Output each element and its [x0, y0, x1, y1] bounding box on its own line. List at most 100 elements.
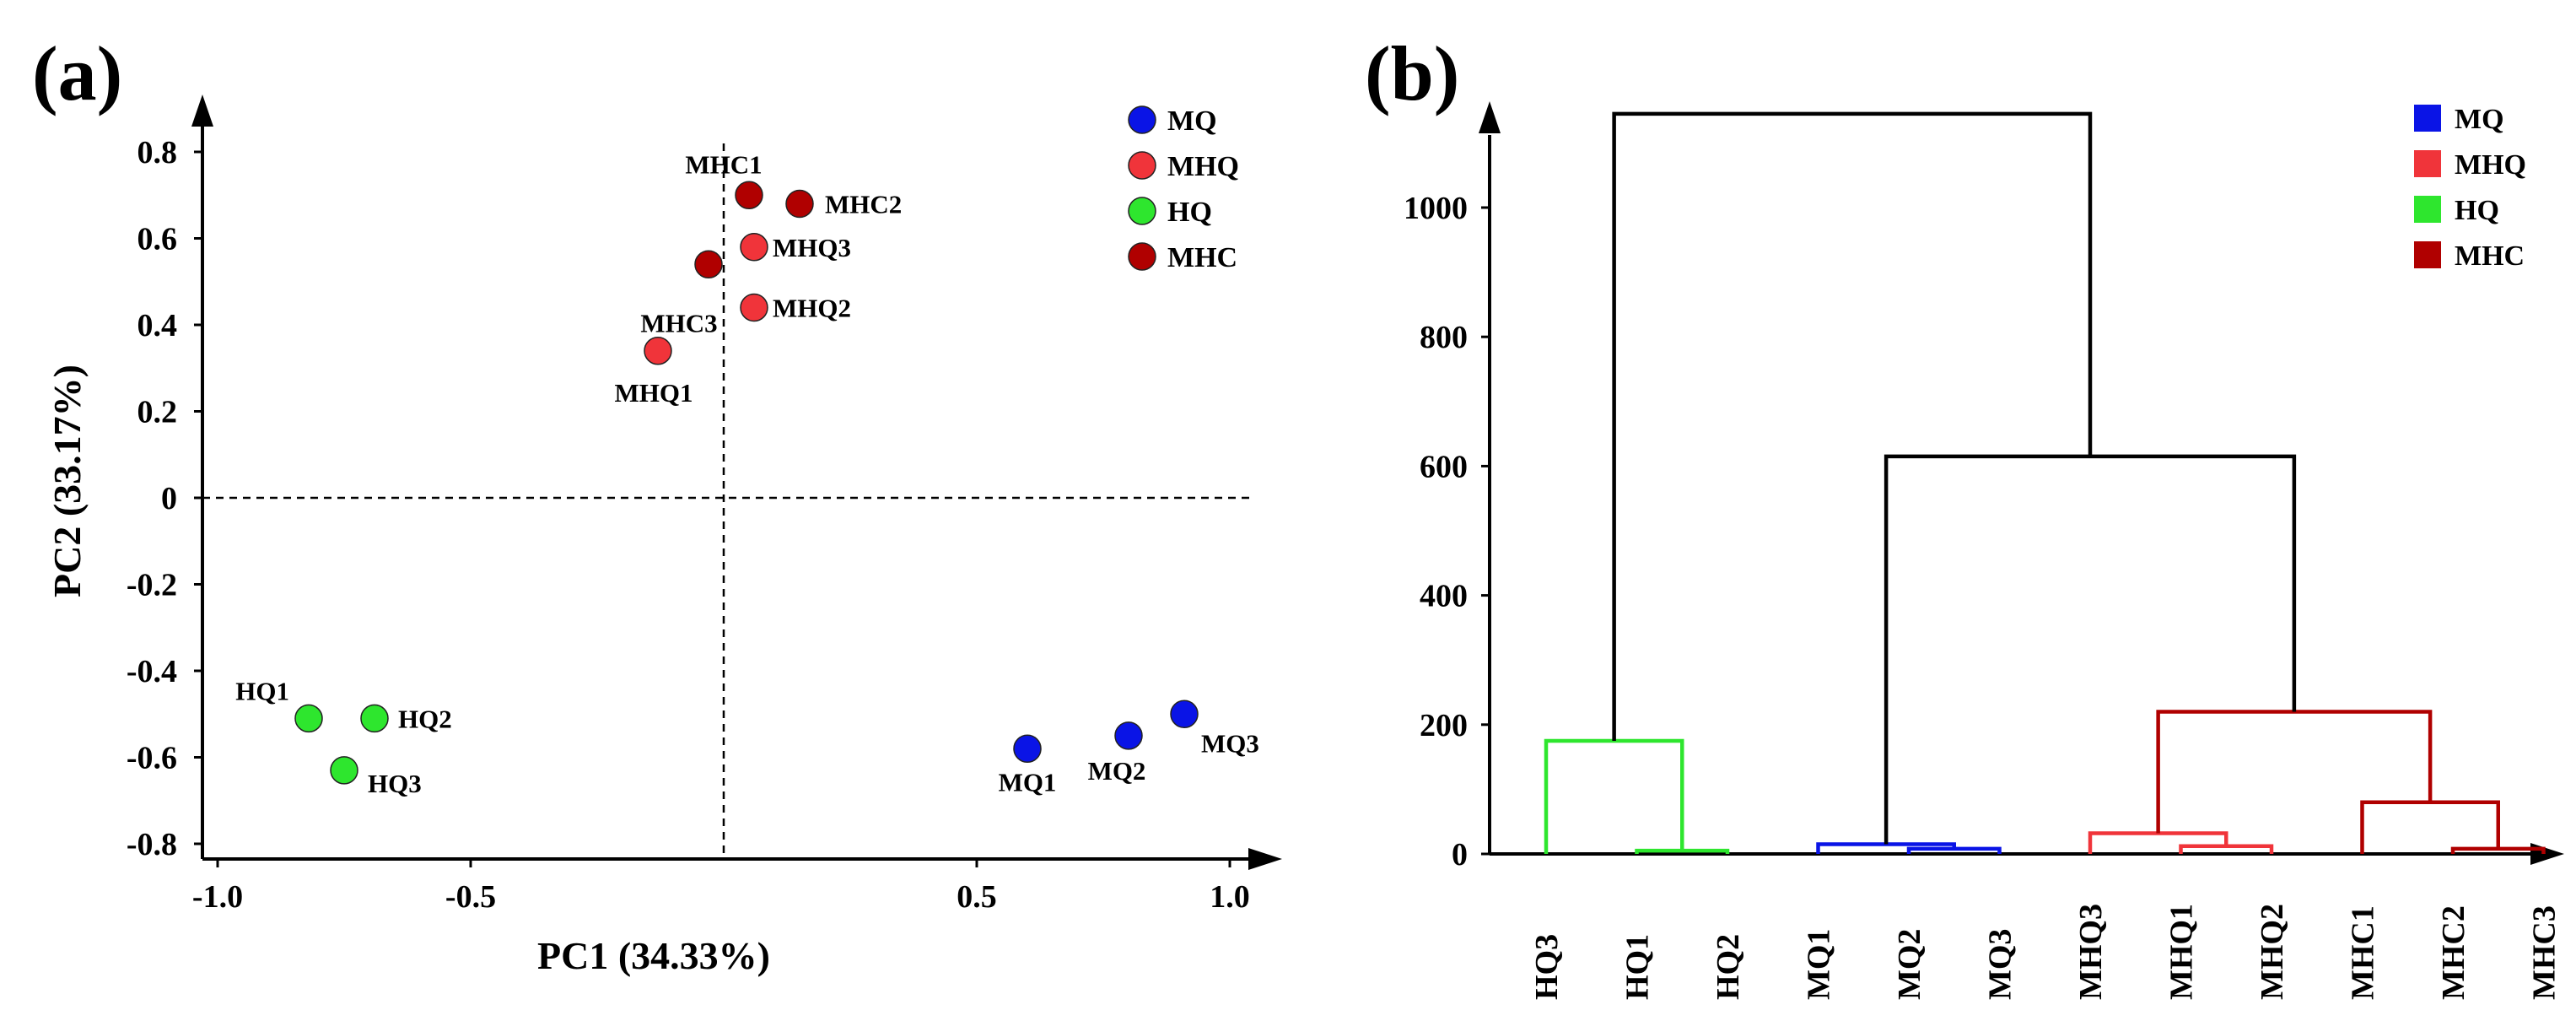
- dendrogram-leaf-label: HQ3: [1529, 934, 1565, 1000]
- pca-point-hq1: [294, 704, 323, 733]
- dendrogram-y-tick-label: 1000: [1404, 191, 1468, 226]
- pca-legend-label: MHC: [1167, 242, 1237, 273]
- pca-legend: MQ MHQ HQ MHC: [1128, 105, 1239, 273]
- pca-x-tick-label: 0.5: [957, 879, 997, 915]
- pca-legend-marker-mhc: [1128, 242, 1156, 271]
- pca-axes: [191, 95, 1282, 870]
- pca-y-axis-arrow: [191, 95, 213, 127]
- dendrogram-leaf-label: MHQ2: [2255, 904, 2290, 1000]
- pca-reference-lines: [202, 143, 1250, 859]
- dendrogram-chart: 0 200 400 600 800 1000 HQ3 HQ1 HQ2 MQ1 MQ2 MQ3 MHQ3…: [1404, 101, 2564, 1000]
- pca-point-mhq3: [740, 233, 768, 262]
- pca-legend-marker-hq: [1128, 197, 1156, 225]
- pca-point-label: MHQ1: [615, 378, 693, 408]
- pca-y-tick-label: 0: [161, 481, 177, 516]
- pca-legend-label: HQ: [1167, 197, 1212, 228]
- pca-x-axis-arrow: [1248, 848, 1282, 870]
- dendrogram-leaf-label: MHC1: [2346, 905, 2381, 1000]
- dendrogram-y-tick-label: 0: [1452, 837, 1468, 872]
- pca-x-axis-title: PC1 (34.33%): [537, 934, 770, 977]
- pca-point-mq2: [1114, 721, 1143, 750]
- pca-point-label: MHQ3: [773, 233, 851, 262]
- pca-point-label: MQ1: [999, 767, 1057, 797]
- pca-y-tick-label: 0.2: [137, 395, 178, 430]
- pca-y-tick-label: -0.6: [127, 741, 177, 776]
- dendrogram-legend-swatch-mhq: [2414, 150, 2441, 177]
- panel-b-label: (b): [1365, 30, 1459, 116]
- dendrogram-branch-5: [2179, 844, 2274, 854]
- dendrogram-legend-swatch-hq: [2414, 196, 2441, 223]
- pca-x-tick-label: -1.0: [192, 879, 243, 915]
- pca-point-label: MHQ2: [773, 294, 851, 323]
- dendrogram-y-tick-labels: 0 200 400 600 800 1000: [1404, 191, 1468, 872]
- dendrogram-legend-swatch-mq: [2414, 105, 2441, 132]
- dendrogram-y-axis-arrow: [1479, 101, 1501, 133]
- dendrogram-leaf-label: MQ2: [1892, 929, 1927, 1000]
- pca-point-mq1: [1013, 734, 1042, 763]
- dendrogram-legend-label: MQ: [2455, 104, 2504, 135]
- dendrogram-leaf-label: MHQ1: [2164, 904, 2200, 1000]
- dendrogram-y-tick-label: 800: [1420, 320, 1468, 355]
- dendrogram-legend-label: MHC: [2455, 240, 2525, 272]
- dendrogram-branch-6: [2088, 831, 2228, 854]
- pca-point-mhc2: [785, 189, 814, 219]
- dendrogram-y-tick-label: 400: [1420, 579, 1468, 614]
- dendrogram-legend: MQ MHQ HQ MHC: [2414, 104, 2526, 272]
- dendrogram-branch-8: [2360, 800, 2500, 854]
- pca-scatter-chart: -1.0 -0.5 0.5 1.0 0.8 0.6 0.4 0.2 0 -0.2 -0.4 -0.6…: [46, 95, 1282, 977]
- dendrogram-leaf-label: MHQ3: [2073, 904, 2109, 1000]
- pca-point-label: HQ1: [235, 676, 289, 705]
- dendrogram-legend-label: HQ: [2455, 195, 2499, 226]
- pca-y-tick-label: 0.8: [137, 135, 178, 170]
- dendrogram-branch-10: [1883, 454, 2297, 845]
- dendrogram-branch-9: [2156, 710, 2433, 834]
- pca-legend-label: MHQ: [1167, 151, 1239, 182]
- pca-point-hq3: [330, 756, 358, 785]
- dendrogram-legend-label: MHQ: [2455, 149, 2526, 181]
- dendrogram-branch-11: [1612, 111, 2093, 741]
- pca-x-tick-labels: -1.0 -0.5 0.5 1.0: [192, 879, 1250, 915]
- pca-point-label: MHC2: [825, 190, 902, 219]
- pca-point-mhc1: [735, 181, 763, 209]
- pca-point-mhc3: [694, 250, 723, 278]
- pca-point-label: MQ3: [1201, 728, 1259, 758]
- pca-point-label: HQ3: [368, 769, 422, 798]
- pca-x-tick-label: -0.5: [445, 879, 496, 915]
- dendrogram-leaf-label: MHC3: [2527, 905, 2563, 1000]
- pca-point-hq2: [360, 704, 389, 733]
- pca-y-tick-label: -0.2: [127, 568, 177, 603]
- dendrogram-branches: [1544, 111, 2546, 854]
- panel-a-label: (a): [32, 30, 122, 116]
- pca-point-label: MHC3: [640, 308, 717, 338]
- pca-y-tick-label: 0.4: [137, 308, 178, 343]
- pca-legend-marker-mq: [1128, 105, 1156, 134]
- dendrogram-leaf-label: MQ3: [1983, 929, 2018, 1000]
- dendrogram-legend-swatch-mhc: [2414, 241, 2441, 268]
- pca-y-tick-label: -0.8: [127, 827, 177, 862]
- dendrogram-leaf-labels: HQ3 HQ1 HQ2 MQ1 MQ2 MQ3 MHQ3 MHQ1 MHQ2 MHC1 MHC2 MH…: [1529, 904, 2563, 1000]
- pca-point-label: MQ2: [1088, 756, 1146, 786]
- pca-y-tick-label: -0.4: [127, 654, 177, 689]
- pca-y-tick-labels: 0.8 0.6 0.4 0.2 0 -0.2 -0.4 -0.6 -0.8: [127, 135, 177, 862]
- pca-point-mq3: [1170, 700, 1199, 728]
- dendrogram-leaf-label: MQ1: [1802, 929, 1837, 1000]
- pca-points: MQ1 MQ2 MQ3 MHQ1 MHQ2 MHQ3 HQ1 HQ2 HQ3 MHC1 MHC2 MH…: [235, 149, 1259, 798]
- pca-legend-marker-mhq: [1128, 151, 1156, 180]
- dendrogram-leaf-label: HQ1: [1620, 934, 1656, 1000]
- pca-y-axis-title: PC2 (33.17%): [46, 365, 89, 597]
- pca-point-label: MHC1: [685, 149, 762, 179]
- pca-x-tick-label: 1.0: [1210, 879, 1250, 915]
- dendrogram-leaf-label: MHC2: [2436, 905, 2471, 1000]
- dendrogram-y-tick-label: 200: [1420, 708, 1468, 743]
- pca-legend-label: MQ: [1167, 105, 1217, 137]
- pca-point-mhq1: [644, 337, 672, 365]
- pca-point-mhq2: [740, 293, 768, 322]
- dendrogram-branch-2: [1544, 738, 1684, 854]
- pca-point-label: HQ2: [398, 704, 452, 733]
- dendrogram-leaf-label: HQ2: [1711, 934, 1746, 1000]
- dendrogram-y-tick-label: 600: [1420, 449, 1468, 484]
- dendrogram-x-axis-arrow: [2530, 843, 2564, 865]
- pca-y-tick-label: 0.6: [137, 222, 178, 257]
- dendrogram-axes: [1479, 101, 2564, 865]
